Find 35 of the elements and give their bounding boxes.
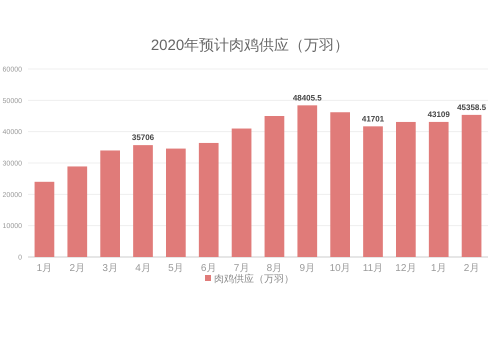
data-label: 45358.5 — [457, 102, 487, 112]
chart-title: 2020年预计肉鸡供应（万羽） — [150, 37, 350, 54]
data-label: 43109 — [428, 110, 450, 119]
bar — [363, 126, 383, 257]
x-tick-label: 8月 — [266, 263, 282, 274]
x-tick-label: 2月 — [70, 263, 86, 274]
bar — [396, 122, 416, 257]
x-tick-label: 11月 — [362, 263, 384, 274]
bar — [462, 114, 482, 257]
x-tick-label: 7月 — [234, 263, 250, 274]
x-tick-label: 2月 — [464, 263, 480, 274]
bar — [34, 182, 54, 257]
data-label: 35706 — [132, 133, 155, 142]
data-label: 48405.5 — [292, 93, 322, 102]
bar — [330, 112, 350, 257]
bar — [198, 142, 219, 257]
bar — [232, 128, 252, 257]
x-tick-label: 4月 — [135, 263, 151, 274]
x-tick-label: 1月 — [430, 263, 446, 274]
x-tick-label: 5月 — [168, 263, 184, 274]
legend-label: 肉鸡供应（万羽） — [214, 273, 294, 285]
bar — [166, 148, 186, 257]
bar — [133, 145, 153, 257]
x-tick-label: 1月 — [36, 263, 52, 274]
x-tick-label: 10月 — [330, 263, 351, 274]
bar — [67, 166, 88, 257]
bar — [297, 105, 318, 257]
x-tick-label: 12月 — [395, 263, 416, 274]
data-label: 41701 — [362, 114, 385, 124]
x-tick-label: 6月 — [200, 263, 216, 274]
x-tick-label: 3月 — [102, 263, 118, 274]
bar — [428, 122, 449, 257]
x-tick-label: 9月 — [300, 263, 316, 274]
bar — [100, 150, 120, 257]
bar — [264, 116, 284, 257]
